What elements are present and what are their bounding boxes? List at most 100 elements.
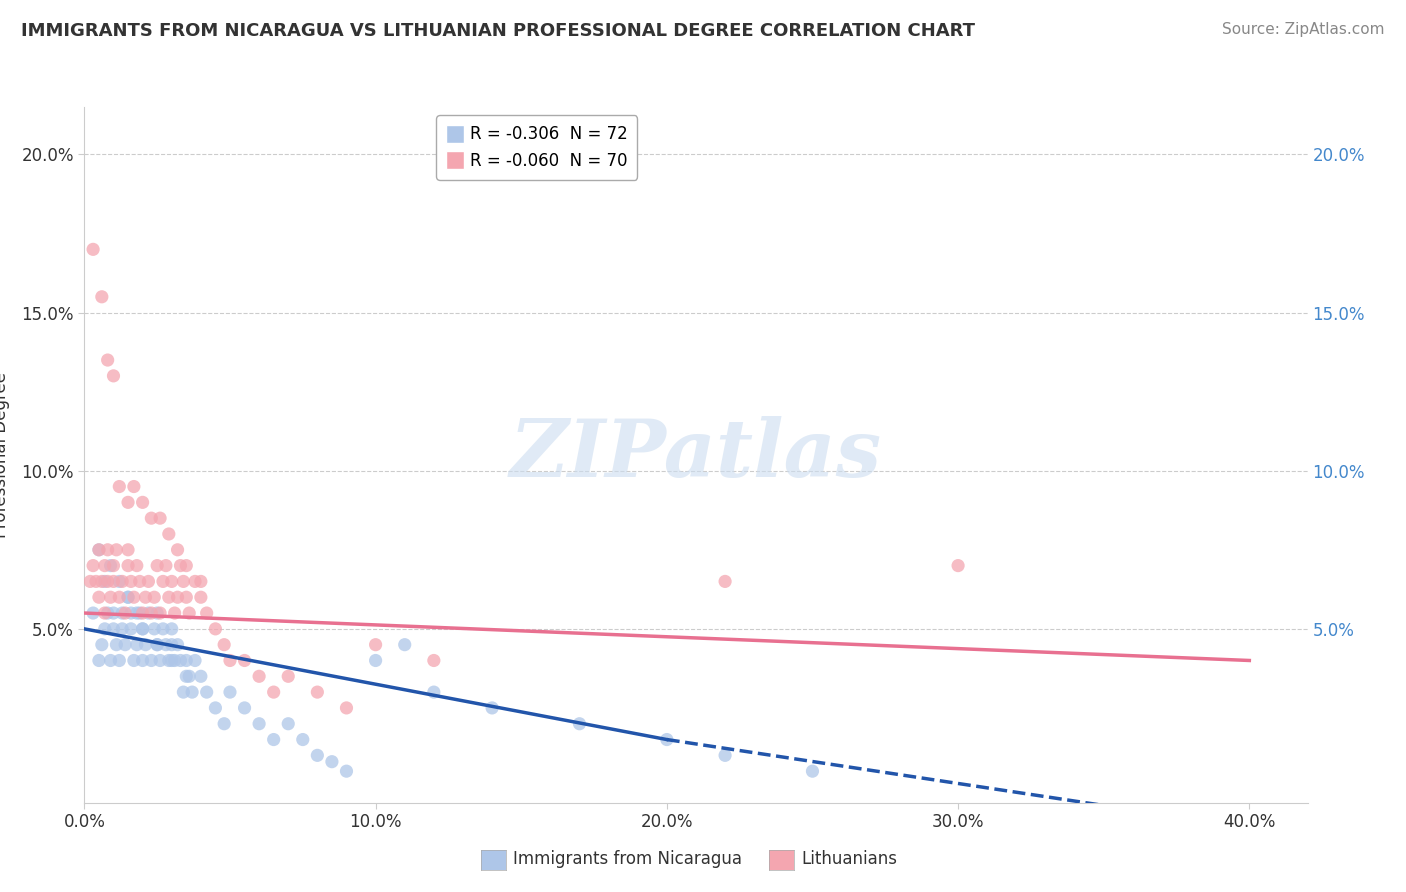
Point xyxy=(212,638,235,652)
Point xyxy=(307,748,329,763)
Point xyxy=(122,653,145,667)
Point xyxy=(166,638,188,652)
Point xyxy=(714,574,737,589)
Point xyxy=(307,685,329,699)
Point xyxy=(364,638,387,652)
Point xyxy=(125,606,148,620)
Point xyxy=(172,685,194,699)
Point xyxy=(111,622,134,636)
Point xyxy=(117,495,139,509)
Point xyxy=(714,748,737,763)
Point xyxy=(100,558,122,573)
Point xyxy=(163,653,186,667)
Point xyxy=(97,574,120,589)
Point xyxy=(117,591,139,605)
Point xyxy=(131,495,153,509)
Point xyxy=(87,591,110,605)
Point xyxy=(79,574,101,589)
Point xyxy=(97,606,120,620)
Point xyxy=(152,574,174,589)
Point xyxy=(335,764,357,779)
Point xyxy=(120,622,142,636)
Point xyxy=(114,606,136,620)
Point xyxy=(204,701,226,715)
Point xyxy=(481,701,503,715)
Point xyxy=(90,638,112,652)
Point xyxy=(152,622,174,636)
Text: Source: ZipAtlas.com: Source: ZipAtlas.com xyxy=(1222,22,1385,37)
Point xyxy=(93,622,117,636)
Legend: R = -0.306  N = 72, R = -0.060  N = 70: R = -0.306 N = 72, R = -0.060 N = 70 xyxy=(436,115,637,179)
Point xyxy=(117,591,139,605)
Point xyxy=(212,716,235,731)
Point xyxy=(87,542,110,557)
Point xyxy=(108,574,131,589)
Point xyxy=(100,653,122,667)
Point xyxy=(117,558,139,573)
Point xyxy=(166,542,188,557)
Point xyxy=(97,353,120,368)
Point xyxy=(84,574,107,589)
Point xyxy=(82,606,104,620)
Point xyxy=(247,669,270,683)
Point xyxy=(135,638,157,652)
Point xyxy=(82,558,104,573)
Point xyxy=(128,574,150,589)
Text: ZIPatlas: ZIPatlas xyxy=(510,417,882,493)
Point xyxy=(135,591,157,605)
Point xyxy=(204,622,226,636)
Point xyxy=(120,606,142,620)
Point xyxy=(176,669,198,683)
Point xyxy=(190,591,212,605)
Point xyxy=(394,638,416,652)
Point xyxy=(160,622,183,636)
Point xyxy=(125,558,148,573)
Point xyxy=(149,653,172,667)
Point xyxy=(160,653,183,667)
Point xyxy=(114,638,136,652)
Point xyxy=(122,591,145,605)
Point xyxy=(219,653,242,667)
Point xyxy=(149,606,172,620)
Point xyxy=(93,574,117,589)
Point xyxy=(103,606,125,620)
Point xyxy=(105,638,128,652)
Point xyxy=(141,653,163,667)
Point xyxy=(169,558,191,573)
Point xyxy=(108,479,131,493)
Point xyxy=(141,511,163,525)
Text: Immigrants from Nicaragua: Immigrants from Nicaragua xyxy=(513,850,742,868)
Point xyxy=(128,606,150,620)
Point xyxy=(111,574,134,589)
Point xyxy=(125,638,148,652)
Point xyxy=(146,638,169,652)
Point xyxy=(233,701,256,715)
Point xyxy=(122,479,145,493)
Point xyxy=(103,622,125,636)
Point xyxy=(108,653,131,667)
Point xyxy=(131,622,153,636)
Point xyxy=(90,290,112,304)
Point xyxy=(155,558,177,573)
Point xyxy=(117,542,139,557)
Point xyxy=(93,558,117,573)
Point xyxy=(143,591,166,605)
Point xyxy=(103,368,125,383)
Point xyxy=(195,685,218,699)
Point xyxy=(93,606,117,620)
Point xyxy=(157,527,180,541)
Point xyxy=(166,591,188,605)
Point xyxy=(801,764,824,779)
Point xyxy=(155,638,177,652)
Point xyxy=(131,606,153,620)
Text: Lithuanians: Lithuanians xyxy=(801,850,897,868)
Point xyxy=(157,653,180,667)
Point xyxy=(181,685,204,699)
Point xyxy=(108,591,131,605)
Point xyxy=(179,606,201,620)
Point xyxy=(138,606,160,620)
Point xyxy=(176,653,198,667)
Point xyxy=(138,574,160,589)
Point xyxy=(176,558,198,573)
Point xyxy=(105,542,128,557)
